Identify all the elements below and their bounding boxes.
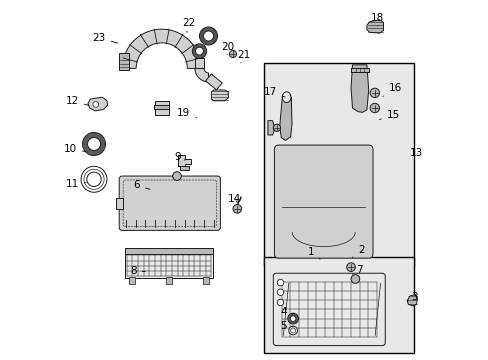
- Text: 9: 9: [175, 152, 185, 162]
- Bar: [115, 198, 122, 209]
- Bar: [154, 105, 169, 109]
- Bar: [129, 277, 135, 284]
- Circle shape: [288, 326, 297, 335]
- Text: 17: 17: [263, 87, 285, 97]
- Text: 4: 4: [280, 307, 292, 318]
- Circle shape: [172, 172, 181, 180]
- Circle shape: [87, 138, 101, 150]
- Polygon shape: [211, 90, 228, 101]
- Polygon shape: [366, 20, 383, 33]
- Bar: [125, 248, 213, 278]
- Circle shape: [229, 50, 236, 58]
- Circle shape: [192, 44, 206, 58]
- Polygon shape: [195, 58, 203, 68]
- Circle shape: [287, 313, 298, 324]
- Text: 6: 6: [133, 180, 150, 190]
- Circle shape: [273, 124, 280, 131]
- Circle shape: [289, 316, 295, 321]
- Circle shape: [369, 103, 379, 113]
- Text: 10: 10: [64, 144, 86, 154]
- Circle shape: [81, 166, 107, 192]
- Text: 1: 1: [307, 247, 320, 259]
- Circle shape: [84, 169, 104, 189]
- Polygon shape: [195, 68, 208, 82]
- Circle shape: [350, 275, 359, 283]
- Circle shape: [277, 299, 283, 306]
- Circle shape: [195, 47, 203, 55]
- Polygon shape: [122, 29, 201, 68]
- Text: 2: 2: [352, 245, 364, 257]
- Polygon shape: [350, 65, 368, 112]
- Bar: [264, 257, 413, 353]
- FancyBboxPatch shape: [273, 273, 385, 346]
- Circle shape: [203, 31, 213, 41]
- Polygon shape: [205, 74, 222, 90]
- Polygon shape: [407, 294, 416, 306]
- FancyBboxPatch shape: [274, 145, 372, 258]
- Text: 19: 19: [177, 108, 197, 118]
- Text: 12: 12: [65, 96, 89, 106]
- Circle shape: [93, 102, 99, 107]
- Circle shape: [277, 289, 283, 296]
- Circle shape: [87, 172, 101, 186]
- FancyBboxPatch shape: [119, 176, 220, 230]
- Bar: [166, 277, 172, 284]
- Ellipse shape: [282, 92, 290, 103]
- Bar: [125, 248, 213, 254]
- Text: 16: 16: [382, 83, 401, 96]
- Polygon shape: [267, 121, 273, 135]
- Circle shape: [369, 88, 379, 98]
- Bar: [203, 277, 208, 284]
- Bar: [350, 68, 368, 72]
- Text: 15: 15: [379, 110, 399, 120]
- Polygon shape: [155, 101, 168, 115]
- Bar: [119, 53, 129, 70]
- Bar: [264, 63, 413, 266]
- Circle shape: [290, 328, 295, 333]
- Text: 14: 14: [227, 194, 241, 204]
- Text: 13: 13: [409, 148, 423, 158]
- Circle shape: [82, 132, 105, 156]
- Polygon shape: [279, 97, 291, 140]
- Text: 7: 7: [352, 265, 362, 275]
- Polygon shape: [88, 97, 107, 111]
- Bar: [179, 166, 188, 170]
- Text: 5: 5: [280, 321, 292, 331]
- Circle shape: [277, 279, 283, 286]
- Circle shape: [346, 263, 355, 271]
- Text: 8: 8: [130, 266, 145, 276]
- Circle shape: [199, 27, 217, 45]
- Text: 21: 21: [236, 50, 249, 63]
- Text: 23: 23: [92, 33, 118, 43]
- Text: 22: 22: [182, 18, 195, 32]
- Text: 18: 18: [370, 13, 384, 26]
- Text: 3: 3: [407, 292, 417, 302]
- Text: 20: 20: [221, 42, 234, 55]
- Text: 11: 11: [65, 179, 86, 189]
- Circle shape: [232, 204, 241, 213]
- Polygon shape: [178, 155, 191, 166]
